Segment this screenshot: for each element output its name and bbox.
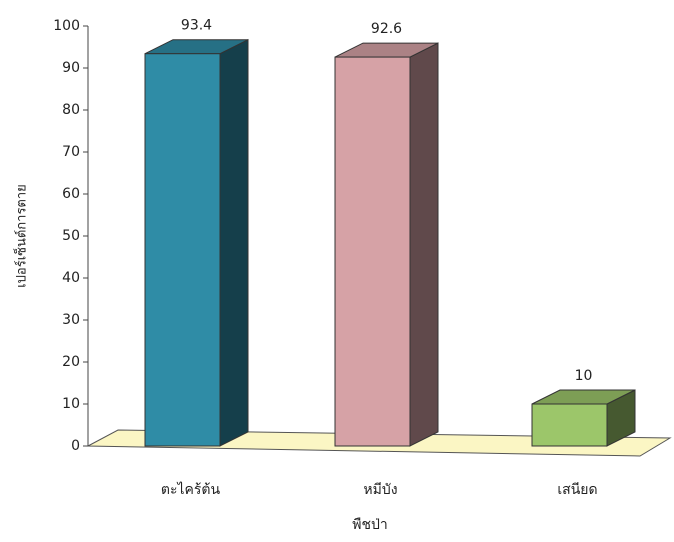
data-label: 93.4 [181, 18, 212, 34]
y-tick-label: 20 [62, 354, 80, 370]
bar-side [409, 42, 439, 447]
y-tick-label: 30 [62, 312, 80, 328]
x-tick-label: หมีบัง [363, 482, 397, 498]
bar [531, 403, 608, 447]
y-tick-label: 60 [62, 186, 80, 202]
x-tick-label: เสนียด [557, 482, 597, 498]
y-tick-label: 0 [71, 438, 80, 454]
data-label: 92.6 [371, 21, 402, 37]
y-tick-label: 80 [62, 102, 80, 118]
bar-side [219, 38, 249, 447]
x-axis-title: พืชป่า [352, 517, 387, 533]
y-tick-label: 90 [62, 60, 80, 76]
y-tick-label: 40 [62, 270, 80, 286]
bar [334, 56, 411, 447]
y-tick-label: 100 [53, 18, 80, 34]
y-axis-title: เปอร์เซ็นต์การตาย [12, 184, 30, 288]
bar [144, 53, 221, 447]
y-tick-label: 50 [62, 228, 80, 244]
y-tick-label: 10 [62, 396, 80, 412]
y-tick-label: 70 [62, 144, 80, 160]
data-label: 10 [575, 368, 593, 384]
x-tick-label: ตะไคร้ต้น [161, 481, 221, 498]
